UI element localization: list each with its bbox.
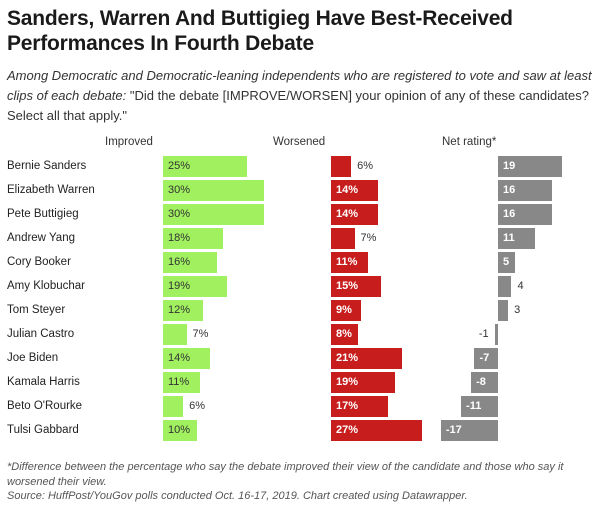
net-bar bbox=[498, 228, 535, 249]
net-bar bbox=[494, 324, 498, 345]
worsened-value-label: 11% bbox=[336, 256, 358, 268]
net-bar bbox=[474, 348, 498, 369]
worsened-value-label: 17% bbox=[336, 400, 359, 412]
worsened-value-label: 21% bbox=[336, 352, 359, 364]
net-bar bbox=[498, 204, 552, 225]
worsened-bar bbox=[331, 348, 402, 369]
worsened-bar bbox=[331, 252, 368, 273]
improved-value-label: 30% bbox=[168, 208, 191, 220]
candidate-label: Andrew Yang bbox=[7, 232, 75, 244]
candidate-label: Julian Castro bbox=[7, 328, 75, 340]
worsened-value-label: 14% bbox=[336, 184, 359, 196]
worsened-bar bbox=[331, 156, 352, 177]
worsened-bar bbox=[331, 324, 358, 345]
worsened-bar bbox=[331, 276, 382, 297]
improved-value-label: 25% bbox=[168, 160, 191, 172]
improved-value-label: 10% bbox=[168, 424, 191, 436]
net-value-label: 19 bbox=[503, 160, 516, 172]
worsened-value-label: 27% bbox=[336, 424, 359, 436]
improved-bar bbox=[163, 180, 264, 201]
improved-value-label: 30% bbox=[168, 184, 191, 196]
worsened-bar bbox=[331, 396, 389, 417]
improved-bar bbox=[163, 324, 187, 345]
improved-value-label: 11% bbox=[168, 376, 190, 388]
improved-value-label: 14% bbox=[168, 352, 191, 364]
candidate-label: Elizabeth Warren bbox=[7, 184, 95, 196]
worsened-value-label: 9% bbox=[336, 304, 352, 316]
worsened-bar bbox=[331, 228, 355, 249]
candidate-label: Tulsi Gabbard bbox=[7, 424, 79, 436]
worsened-bar bbox=[331, 180, 379, 201]
subtitle-italic: Among Democratic and Democratic-leaning … bbox=[7, 68, 592, 103]
candidate-label: Tom Steyer bbox=[7, 304, 66, 316]
net-bar bbox=[471, 372, 498, 393]
net-value-label: 16 bbox=[503, 208, 516, 220]
source: Source: HuffPost/YouGov polls conducted … bbox=[7, 490, 468, 502]
improved-value-label: 7% bbox=[192, 328, 209, 340]
chart-title: Sanders, Warren And Buttigieg Have Best-… bbox=[7, 7, 513, 55]
worsened-value-label: 8% bbox=[336, 328, 352, 340]
candidate-label: Joe Biden bbox=[7, 352, 59, 364]
worsened-bar bbox=[331, 420, 422, 441]
improved-value-label: 18% bbox=[168, 232, 191, 244]
net-bar bbox=[440, 420, 498, 441]
worsened-value-label: 6% bbox=[357, 160, 374, 172]
improved-bar bbox=[163, 204, 264, 225]
improved-bar bbox=[163, 300, 204, 321]
net-value-label: -8 bbox=[476, 376, 486, 388]
worsened-bar bbox=[331, 204, 379, 225]
chart-subtitle: Among Democratic and Democratic-leaning … bbox=[7, 66, 607, 126]
improved-bar bbox=[163, 156, 247, 177]
candidate-label: Cory Booker bbox=[7, 256, 71, 268]
column-header-worsened: Worsened bbox=[273, 136, 326, 148]
candidate-label: Beto O'Rourke bbox=[7, 400, 83, 412]
improved-bar bbox=[163, 396, 184, 417]
candidate-label: Kamala Harris bbox=[7, 376, 80, 388]
improved-value-label: 6% bbox=[189, 400, 206, 412]
net-bar bbox=[461, 396, 498, 417]
improved-bar bbox=[163, 372, 200, 393]
column-header-improved: Improved bbox=[105, 136, 153, 148]
net-value-label: 11 bbox=[503, 232, 515, 244]
subtitle-question: "Did the debate [IMPROVE/WORSEN] your op… bbox=[7, 88, 589, 123]
improved-bar bbox=[163, 420, 197, 441]
improved-bar bbox=[163, 276, 227, 297]
net-value-label: -1 bbox=[478, 328, 489, 340]
candidate-label: Amy Klobuchar bbox=[7, 280, 85, 292]
worsened-value-label: 19% bbox=[336, 376, 359, 388]
net-bar bbox=[498, 180, 552, 201]
chart-footer: *Difference between the percentage who s… bbox=[7, 460, 607, 504]
net-bar bbox=[498, 300, 509, 321]
worsened-value-label: 14% bbox=[336, 208, 359, 220]
improved-bar bbox=[163, 348, 211, 369]
net-value-label: -7 bbox=[479, 352, 490, 364]
worsened-bar bbox=[331, 300, 362, 321]
column-header-net: Net rating* bbox=[442, 136, 497, 148]
improved-value-label: 16% bbox=[168, 256, 191, 268]
improved-bar bbox=[163, 252, 217, 273]
improved-value-label: 12% bbox=[168, 304, 191, 316]
candidate-label: Pete Buttigieg bbox=[7, 208, 79, 220]
net-value-label: 16 bbox=[503, 184, 516, 196]
improved-bar bbox=[163, 228, 224, 249]
candidate-label: Bernie Sanders bbox=[7, 160, 87, 172]
worsened-value-label: 15% bbox=[336, 280, 359, 292]
net-bar bbox=[498, 252, 515, 273]
footnote: *Difference between the percentage who s… bbox=[7, 461, 564, 488]
net-value-label: 4 bbox=[517, 280, 524, 292]
net-value-label: -17 bbox=[445, 424, 462, 436]
net-value-label: 3 bbox=[514, 304, 521, 316]
worsened-bar bbox=[331, 372, 395, 393]
improved-value-label: 19% bbox=[168, 280, 191, 292]
net-value-label: -11 bbox=[466, 400, 482, 412]
worsened-value-label: 7% bbox=[360, 232, 377, 244]
net-value-label: 5 bbox=[503, 256, 510, 268]
net-bar bbox=[498, 156, 562, 177]
net-bar bbox=[498, 276, 512, 297]
